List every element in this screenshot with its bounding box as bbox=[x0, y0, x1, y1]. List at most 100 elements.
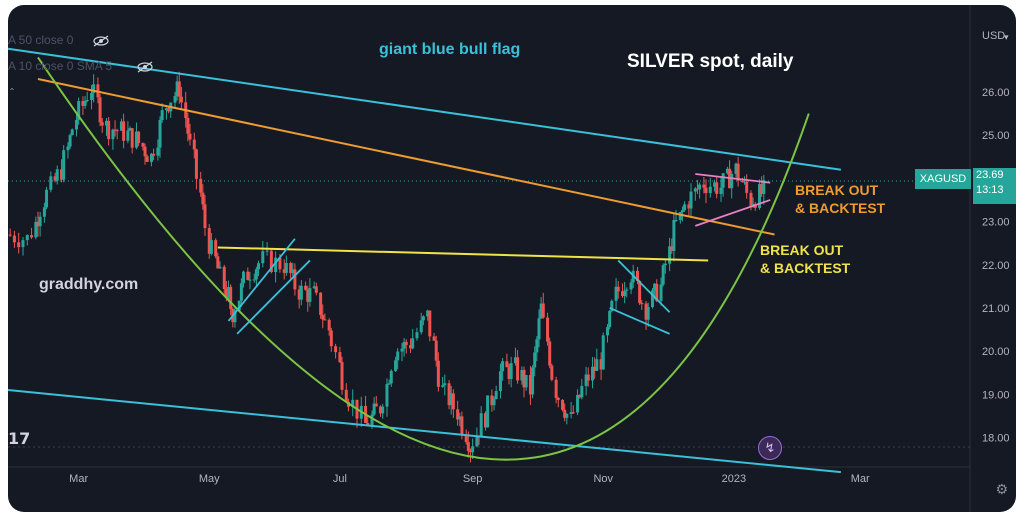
candle-body bbox=[143, 146, 147, 157]
candle-body bbox=[179, 96, 183, 103]
candle-body bbox=[145, 156, 149, 162]
candle-body bbox=[246, 271, 250, 280]
candle-body bbox=[107, 120, 111, 140]
candle-body bbox=[81, 101, 85, 106]
y-tick-label: 21.00 bbox=[982, 303, 1010, 315]
candle-body bbox=[447, 383, 451, 406]
candle-body bbox=[164, 108, 168, 111]
candle-body bbox=[524, 375, 528, 388]
candle-body bbox=[400, 348, 404, 352]
indicator-label-sma[interactable]: A 10 close 0 SMA 5 bbox=[8, 59, 113, 73]
candle-body bbox=[291, 269, 295, 274]
candle-body bbox=[505, 361, 509, 368]
candle-body bbox=[616, 286, 620, 292]
candle-body bbox=[576, 394, 580, 413]
y-tick-label: 22.00 bbox=[982, 260, 1010, 272]
settings-gear-icon[interactable]: ⚙ bbox=[995, 481, 1008, 497]
currency-dropdown-icon[interactable]: ▾ bbox=[1004, 32, 1009, 42]
candle-body bbox=[104, 120, 108, 126]
candle-body bbox=[661, 265, 665, 285]
candle-body bbox=[743, 181, 747, 183]
candle-body bbox=[725, 168, 729, 174]
candle-body bbox=[749, 192, 753, 207]
candle-body bbox=[466, 442, 470, 452]
flag-channel-line bbox=[227, 238, 296, 322]
candle-body bbox=[201, 192, 205, 205]
chart-title: SILVER spot, daily bbox=[627, 51, 794, 72]
candle-body bbox=[299, 285, 303, 300]
flag-channel-line bbox=[609, 307, 670, 335]
eye-hidden-icon[interactable] bbox=[92, 34, 110, 47]
candle-body bbox=[389, 370, 393, 384]
candle-body bbox=[693, 188, 697, 192]
candle-body bbox=[66, 146, 70, 151]
candle-body bbox=[282, 269, 286, 273]
symbol-tag: XAGUSD bbox=[915, 169, 971, 189]
x-tick-label: 2023 bbox=[722, 473, 746, 485]
candle-body bbox=[507, 367, 511, 379]
candle-body bbox=[404, 341, 408, 346]
candle-body bbox=[98, 97, 102, 123]
candle-body bbox=[554, 379, 558, 398]
candle-body bbox=[394, 360, 398, 371]
candle-body bbox=[374, 403, 378, 407]
x-tick-label: May bbox=[199, 473, 220, 485]
candle-body bbox=[366, 422, 370, 426]
candle-body bbox=[655, 283, 659, 301]
candle-body bbox=[17, 242, 21, 248]
candle-body bbox=[708, 186, 712, 194]
candle-body bbox=[745, 181, 749, 193]
candle-body bbox=[409, 345, 413, 349]
collapse-chevron-icon[interactable]: ˆ bbox=[10, 86, 14, 100]
tradingview-logo-icon[interactable]: 17 bbox=[8, 429, 31, 448]
candle-body bbox=[599, 359, 603, 370]
x-tick-label: Mar bbox=[851, 473, 870, 485]
candle-body bbox=[479, 413, 483, 437]
candle-body bbox=[498, 371, 502, 392]
price-chart[interactable]: 26.0025.0024.0023.0022.0021.0020.0019.00… bbox=[8, 5, 1016, 512]
candle-body bbox=[719, 187, 723, 194]
candle-body bbox=[126, 130, 130, 141]
candle-body bbox=[704, 187, 708, 194]
candle-body bbox=[340, 362, 344, 390]
candle-body bbox=[695, 188, 699, 190]
candle-body bbox=[334, 346, 338, 353]
candle-body bbox=[434, 340, 438, 361]
pink-flag-line bbox=[695, 199, 771, 227]
candle-body bbox=[62, 150, 66, 180]
indicator-label-ma50[interactable]: A 50 close 0 bbox=[8, 33, 74, 47]
candle-body bbox=[207, 228, 211, 254]
candle-body bbox=[379, 406, 383, 414]
candle-body bbox=[426, 310, 430, 317]
candle-body bbox=[483, 413, 487, 428]
candle-body bbox=[528, 375, 532, 395]
candle-body bbox=[509, 363, 513, 379]
candle-body bbox=[533, 352, 537, 368]
candle-body bbox=[501, 361, 505, 372]
lightning-alert-icon[interactable]: ↯ bbox=[758, 436, 782, 460]
candle-body bbox=[55, 169, 59, 181]
candle-body bbox=[475, 436, 479, 447]
eye-hidden-icon[interactable] bbox=[136, 60, 154, 73]
y-tick-label: 23.00 bbox=[982, 217, 1010, 229]
candle-body bbox=[541, 303, 545, 318]
candle-body bbox=[233, 310, 237, 323]
candle-body bbox=[492, 399, 496, 406]
candle-body bbox=[209, 240, 213, 254]
currency-label[interactable]: USD bbox=[982, 30, 1006, 42]
candle-body bbox=[68, 134, 72, 147]
candle-body bbox=[42, 207, 46, 217]
candle-body bbox=[608, 310, 612, 328]
candle-body bbox=[314, 286, 318, 293]
break-label-line: BREAK OUT bbox=[795, 182, 879, 198]
candle-body bbox=[227, 287, 231, 298]
candle-body bbox=[111, 129, 115, 140]
candle-body bbox=[531, 367, 535, 395]
candle-body bbox=[242, 271, 246, 284]
candle-body bbox=[734, 163, 738, 174]
candle-body bbox=[319, 292, 323, 315]
candle-body bbox=[254, 269, 258, 280]
x-tick-label: Jul bbox=[333, 473, 347, 485]
candle-body bbox=[278, 257, 282, 270]
chart-subtitle: giant blue bull flag bbox=[379, 41, 521, 58]
